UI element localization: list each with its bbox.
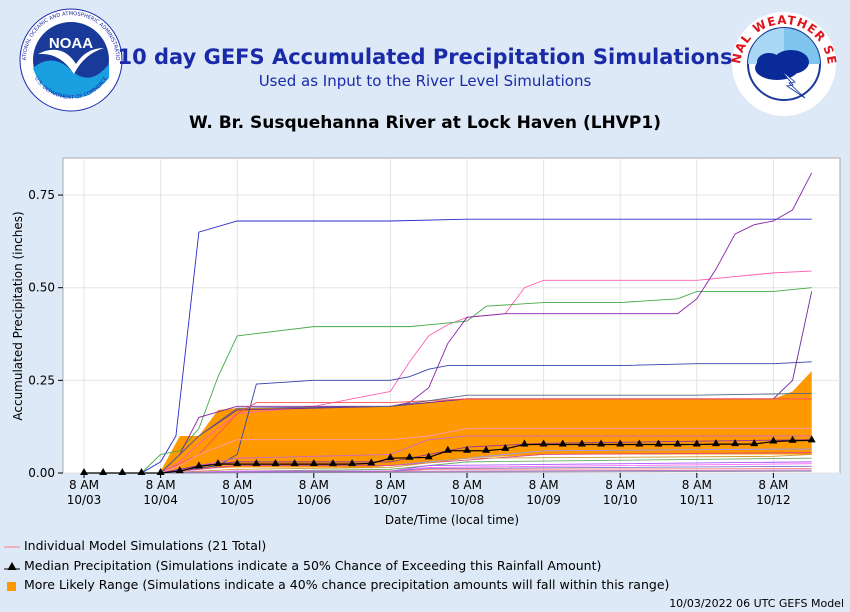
nws-logo: NATIONAL WEATHER SERVICE xyxy=(725,8,838,116)
x-tick-label-time: 8 AM xyxy=(222,478,252,492)
x-axis-label: Date/Time (local time) xyxy=(385,513,519,527)
median-point xyxy=(807,435,816,443)
median-point xyxy=(233,459,242,467)
noaa-logo: NOAA NATIONAL OCEANIC AND ATMOSPHERIC AD… xyxy=(12,8,123,112)
individual-simulation-line xyxy=(84,392,812,474)
median-point xyxy=(750,439,759,447)
median-point xyxy=(711,439,720,447)
median-point xyxy=(348,459,357,467)
median-point xyxy=(443,445,452,453)
x-tick-label-time: 8 AM xyxy=(682,478,712,492)
legend-individual: Individual Model Simulations (21 Total) xyxy=(4,538,266,553)
legend-individual-swatch xyxy=(4,546,20,547)
x-tick-label-date: 10/04 xyxy=(143,493,178,507)
individual-simulation-line xyxy=(84,270,812,474)
legend-median-label: Median Precipitation (Simulations indica… xyxy=(24,558,602,573)
median-point xyxy=(175,466,184,474)
median-point xyxy=(597,439,606,447)
median-point xyxy=(616,439,625,447)
median-point xyxy=(424,452,433,460)
median-point xyxy=(99,468,108,475)
y-axis-label: Accumulated Precipitation (inches) xyxy=(11,211,25,420)
x-tick-label-date: 10/10 xyxy=(603,493,638,507)
median-point xyxy=(558,439,567,447)
median-point xyxy=(692,439,701,447)
x-tick-label-date: 10/09 xyxy=(526,493,561,507)
noaa-logo-text: NOAA xyxy=(49,35,93,52)
median-point xyxy=(654,439,663,447)
median-point xyxy=(769,436,778,444)
individual-simulation-line xyxy=(84,287,812,474)
median-point xyxy=(463,445,471,453)
station-name: W. Br. Susquehanna River at Lock Haven (… xyxy=(188,113,661,133)
median-point xyxy=(539,439,548,447)
x-tick-label-time: 8 AM xyxy=(69,478,99,492)
y-tick-label: 0.00 xyxy=(28,466,55,480)
median-point xyxy=(482,445,491,453)
y-tick-label: 0.25 xyxy=(28,373,55,387)
median-point xyxy=(577,439,586,447)
median-point xyxy=(788,435,797,443)
likely-range-layer xyxy=(160,371,812,473)
x-tick-label-time: 8 AM xyxy=(758,478,788,492)
median-point xyxy=(405,452,414,460)
median-point xyxy=(271,459,280,467)
median-point xyxy=(520,439,529,447)
chart-title: 10 day GEFS Accumulated Precipitation Si… xyxy=(117,45,733,69)
x-tick-label-date: 10/07 xyxy=(373,493,408,507)
median-point xyxy=(501,443,510,451)
individual-simulation-line xyxy=(84,398,812,474)
legend-median: Median Precipitation (Simulations indica… xyxy=(4,558,601,573)
median-point xyxy=(635,439,644,447)
individual-simulation-line xyxy=(84,428,812,474)
model-run-footer: 10/03/2022 06 UTC GEFS Model xyxy=(669,597,844,610)
median-point xyxy=(80,468,88,475)
median-point xyxy=(386,453,395,461)
x-tick-label-time: 8 AM xyxy=(299,478,329,492)
median-point xyxy=(156,468,165,475)
legend-individual-label: Individual Model Simulations (21 Total) xyxy=(24,538,267,553)
median-point xyxy=(731,439,740,447)
median-point xyxy=(137,468,146,475)
x-tick-label-time: 8 AM xyxy=(529,478,559,492)
x-tick-label-date: 10/03 xyxy=(67,493,102,507)
median-point xyxy=(214,459,223,467)
x-tick-label-time: 8 AM xyxy=(146,478,176,492)
x-tick-label-date: 10/05 xyxy=(220,493,255,507)
median-point xyxy=(118,468,127,475)
likely-range-band xyxy=(160,371,812,473)
y-tick-label: 0.75 xyxy=(28,188,55,202)
median-point xyxy=(367,458,376,466)
median-point xyxy=(673,439,682,447)
individual-simulation-line xyxy=(84,172,813,474)
x-tick-label-date: 10/06 xyxy=(297,493,332,507)
x-tick-label-time: 8 AM xyxy=(605,478,635,492)
legend-range: More Likely Range (Simulations indicate … xyxy=(4,577,669,592)
chart-subtitle: Used as Input to the River Level Simulat… xyxy=(258,72,592,90)
median-layer xyxy=(80,435,816,475)
x-tick-label-time: 8 AM xyxy=(452,478,482,492)
median-point xyxy=(290,459,299,467)
x-tick-label-time: 8 AM xyxy=(375,478,405,492)
median-point xyxy=(328,459,337,467)
x-tick-label-date: 10/12 xyxy=(756,493,791,507)
legend-range-label: More Likely Range (Simulations indicate … xyxy=(24,577,670,592)
y-tick-label: 0.50 xyxy=(28,281,55,295)
legend-range-swatch xyxy=(7,581,16,591)
individual-simulation-line xyxy=(84,218,812,474)
median-point xyxy=(252,459,261,467)
x-tick-label-date: 10/11 xyxy=(680,493,715,507)
median-point xyxy=(194,461,203,469)
x-tick-label-date: 10/08 xyxy=(450,493,485,507)
legend-median-swatch xyxy=(4,561,20,570)
median-point xyxy=(309,459,318,467)
